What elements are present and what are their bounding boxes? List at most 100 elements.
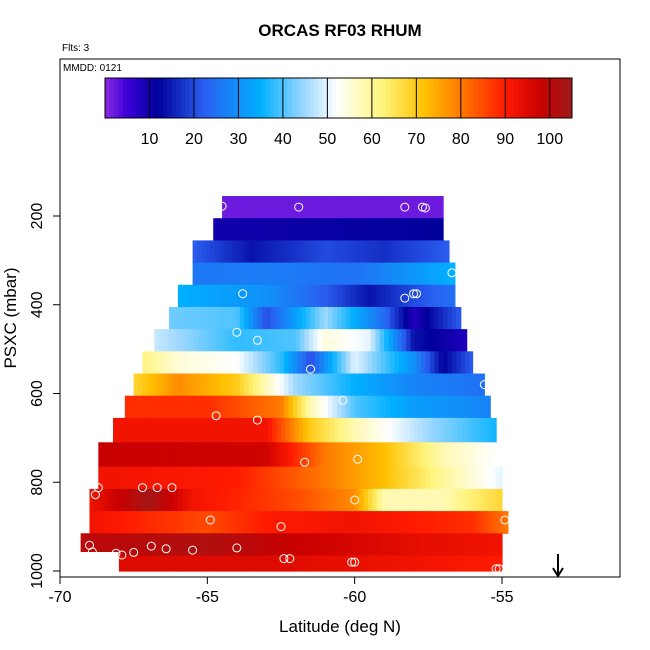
heat-cell — [257, 395, 263, 419]
heat-cell — [434, 466, 440, 490]
heat-cell — [342, 240, 348, 264]
colorbar-tick-label: 10 — [141, 131, 159, 148]
heat-cell — [279, 373, 285, 397]
heat-cell — [319, 306, 325, 330]
heat-cell — [407, 395, 413, 419]
heat-cell — [363, 373, 369, 397]
heat-cell — [160, 351, 166, 375]
heat-cell — [185, 555, 191, 572]
heat-cell — [409, 262, 415, 286]
heat-cell — [319, 373, 325, 397]
heat-cell — [195, 306, 201, 330]
heat-cell — [166, 417, 172, 443]
heat-cell — [120, 511, 126, 534]
heat-cell — [432, 555, 438, 572]
heat-cell — [474, 395, 480, 419]
colorbar-bin — [167, 78, 173, 118]
colorbar-tick-label: 70 — [407, 131, 425, 148]
heat-cell — [354, 511, 360, 534]
heat-cell — [300, 555, 306, 572]
heat-cell — [275, 218, 281, 242]
heat-cell — [186, 466, 192, 490]
heat-cell — [306, 373, 312, 397]
heat-cell — [208, 511, 214, 534]
heat-cell — [404, 262, 410, 286]
heat-cell — [199, 351, 205, 375]
heat-cell — [142, 511, 148, 534]
heat-cell — [431, 262, 437, 286]
heat-cell — [409, 240, 415, 264]
heat-cell — [222, 488, 228, 512]
heat-cell — [314, 488, 320, 512]
heat-cell — [482, 488, 488, 512]
heat-cell — [360, 240, 366, 264]
heat-cell — [222, 373, 228, 397]
heat-cell — [447, 284, 453, 308]
heat-cell — [376, 196, 382, 219]
heat-cell — [407, 196, 413, 219]
heat-cell — [266, 466, 272, 490]
heat-cell — [192, 262, 198, 286]
heat-cell — [158, 555, 164, 572]
heat-cell — [291, 329, 297, 352]
heat-cell — [363, 284, 369, 308]
heat-cell — [451, 442, 457, 468]
heat-cell — [270, 442, 276, 468]
heat-cell — [395, 417, 401, 443]
obs-point — [152, 483, 162, 493]
heat-cell — [235, 488, 241, 512]
heat-cell — [307, 240, 313, 264]
heat-cell — [319, 284, 325, 308]
heat-cell — [390, 442, 396, 468]
heat-cell — [195, 488, 201, 512]
heat-cell — [345, 306, 351, 330]
heat-cell — [182, 442, 188, 468]
heat-cell — [217, 351, 223, 375]
heat-cell — [283, 218, 289, 242]
heat-cell — [306, 511, 312, 534]
obs-point — [252, 415, 262, 425]
heat-cell — [447, 511, 453, 534]
colorbar-bin — [305, 78, 311, 118]
heat-cell — [322, 329, 328, 352]
heat-cell — [142, 488, 148, 512]
heat-cell — [403, 373, 409, 397]
heat-cell — [420, 284, 426, 308]
heat-cell — [253, 373, 259, 397]
heat-cell — [443, 511, 449, 534]
heat-cell — [320, 240, 326, 264]
heat-cell — [314, 395, 320, 419]
heat-cell — [301, 351, 307, 375]
heat-cell — [273, 555, 279, 572]
heat-cell — [434, 373, 440, 397]
heat-cell — [475, 417, 481, 443]
heat-cell — [367, 488, 373, 512]
colorbar-bin — [233, 78, 239, 118]
heat-cell — [345, 533, 351, 557]
heat-cell — [275, 306, 281, 330]
heat-cell — [456, 395, 462, 419]
heat-cell — [107, 488, 113, 512]
heat-cell — [294, 262, 300, 286]
heat-cell — [438, 351, 444, 375]
heat-cell — [269, 329, 275, 352]
heat-cell — [425, 488, 431, 512]
heat-cell — [319, 442, 325, 468]
heat-cell — [372, 373, 378, 397]
obs-point — [232, 543, 242, 553]
heat-cell — [98, 466, 104, 490]
heat-cell — [354, 351, 360, 375]
heat-cell — [111, 442, 117, 468]
heat-cell — [205, 417, 211, 443]
heat-cell — [129, 488, 135, 512]
heat-cell — [186, 306, 192, 330]
heat-cell — [239, 488, 245, 512]
heat-cell — [443, 466, 449, 490]
heat-cell — [133, 533, 139, 557]
heat-cell — [385, 511, 391, 534]
heat-cell — [244, 466, 250, 490]
heat-cell — [425, 306, 431, 330]
heat-cell — [115, 533, 122, 557]
heat-cell — [336, 466, 343, 490]
heat-cell — [297, 466, 303, 490]
